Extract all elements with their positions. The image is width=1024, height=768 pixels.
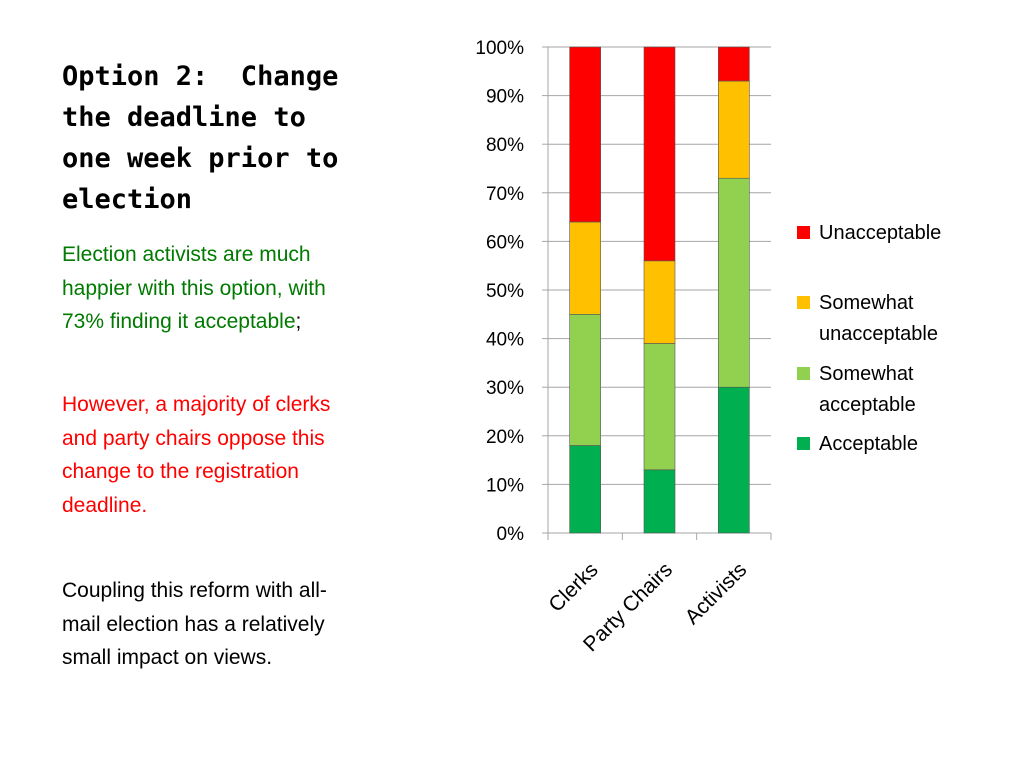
paragraph-line: and party chairs oppose this <box>62 426 325 450</box>
slide-title-line: election <box>62 184 193 215</box>
bar-segment-acceptable <box>569 445 601 534</box>
legend-label: Somewhat unacceptable <box>819 292 938 345</box>
x-category-label: Clerks <box>544 558 602 616</box>
slide-title-line: one week prior to <box>62 143 339 174</box>
y-tick-label: 50% <box>486 281 524 302</box>
paragraph-line: happier with this option, with <box>62 276 326 300</box>
paragraph-line: Election activists are much <box>62 243 311 266</box>
legend-label: Acceptable <box>819 433 918 455</box>
paragraph-line: However, a majority of clerks <box>62 393 331 416</box>
legend-swatch <box>797 226 810 239</box>
paragraph-suffix: ; <box>295 310 302 333</box>
legend-label: Somewhat acceptable <box>819 363 916 416</box>
bar-segment-somewhat-acceptable <box>569 313 601 446</box>
chart-tick-labels: 0%10%20%30%40%50%60%70%80%90%100%ClerksP… <box>475 38 751 656</box>
bar-segment-somewhat-unacceptable <box>643 260 676 344</box>
slide-title: Option 2: Change the deadline to one wee… <box>62 56 392 220</box>
paragraph-line: deadline. <box>62 493 148 517</box>
y-tick-label: 40% <box>486 330 524 351</box>
bar-segment-acceptable <box>643 469 676 534</box>
y-tick-label: 100% <box>475 38 524 59</box>
legend-label-line: Somewhat <box>819 292 914 314</box>
bar-segment-somewhat-acceptable <box>718 177 750 388</box>
y-tick-label: 60% <box>486 232 524 253</box>
bar-segment-somewhat-unacceptable <box>718 80 750 179</box>
activists-paragraph: Election activists are much happier with… <box>62 238 412 339</box>
paragraph-line-text: 73% finding it acceptable <box>62 310 296 333</box>
paragraph-line: mail election has a relatively <box>62 612 325 636</box>
bar-segment-unacceptable <box>718 46 750 82</box>
y-tick-label: 10% <box>486 475 524 496</box>
legend-label-line: Somewhat <box>819 363 914 385</box>
paragraph-line: Coupling this reform with all- <box>62 579 327 602</box>
slide-title-line: the deadline to <box>62 102 306 133</box>
y-tick-label: 0% <box>497 524 525 545</box>
legend-swatch <box>797 296 810 309</box>
bar-segment-unacceptable <box>569 46 601 223</box>
bar-segment-somewhat-unacceptable <box>569 221 601 315</box>
chart-bars <box>569 46 750 534</box>
legend-swatch <box>797 367 810 380</box>
y-tick-label: 20% <box>486 427 524 448</box>
bar-segment-somewhat-acceptable <box>643 343 676 471</box>
y-tick-label: 90% <box>486 87 524 108</box>
x-category-label: Activists <box>681 558 752 629</box>
y-tick-label: 30% <box>486 378 524 399</box>
paragraph-line: change to the registration <box>62 460 299 483</box>
opposition-paragraph: However, a majority of clerks and party … <box>62 388 412 522</box>
paragraph-line: 73% finding it acceptable; <box>62 305 412 339</box>
paragraph-line: small impact on views. <box>62 646 273 669</box>
bar-segment-unacceptable <box>643 46 676 262</box>
y-tick-label: 70% <box>486 184 524 205</box>
legend-label: Unacceptable <box>819 222 941 244</box>
legend-label-line: acceptable <box>819 394 916 416</box>
y-tick-label: 80% <box>486 135 524 156</box>
coupling-paragraph: Coupling this reform with all- mail elec… <box>62 574 412 675</box>
bar-segment-acceptable <box>718 386 750 534</box>
slide-title-line: Option 2: Change <box>62 61 339 92</box>
legend-label-line: Unacceptable <box>819 222 941 244</box>
legend-swatch <box>797 437 810 450</box>
legend-label-line: unacceptable <box>819 323 938 345</box>
legend-label-line: Acceptable <box>819 433 918 455</box>
